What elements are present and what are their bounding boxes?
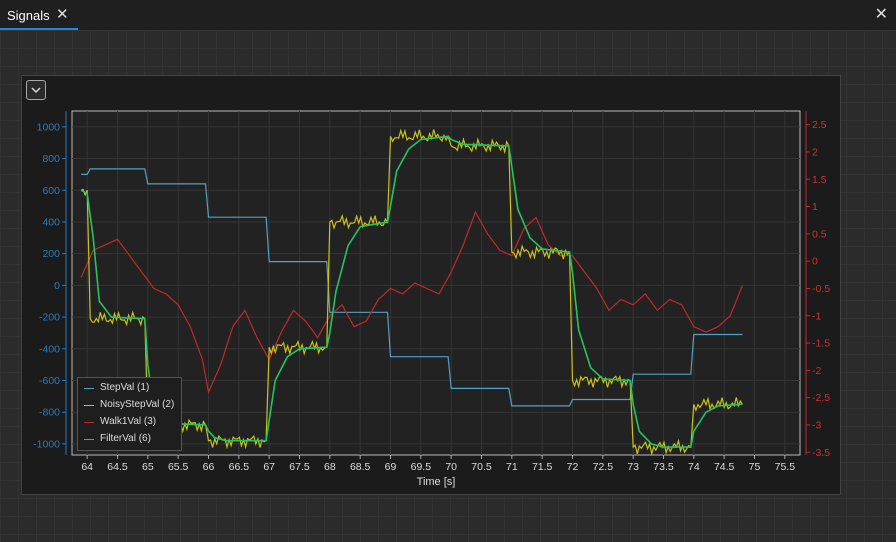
tab-label: Signals xyxy=(7,8,50,23)
x-tick-label: 71.5 xyxy=(532,461,553,473)
x-tick-label: 68.5 xyxy=(350,461,371,473)
legend-item-filter[interactable]: FilterVal (6) xyxy=(82,432,180,448)
x-tick-label: 69 xyxy=(385,461,397,473)
x-tick-label: 70 xyxy=(445,461,457,473)
tab-close-icon[interactable]: ✕ xyxy=(56,6,69,23)
x-tick-label: 64.5 xyxy=(107,461,128,473)
x-tick-label: 70.5 xyxy=(471,461,492,473)
x-tick-label: 75 xyxy=(749,461,761,473)
y-left-tick-label: -800 xyxy=(39,407,60,419)
x-tick-label: 66 xyxy=(203,461,215,473)
x-tick-label: 75.5 xyxy=(775,461,796,473)
y-right-tick-label: -1.5 xyxy=(812,338,830,350)
plot-area xyxy=(71,110,801,456)
legend-label: NoisyStepVal (2) xyxy=(100,399,175,410)
x-tick-label: 72 xyxy=(567,461,579,473)
legend-swatch xyxy=(84,405,94,406)
chevron-down-icon xyxy=(31,87,41,93)
legend-swatch xyxy=(84,422,94,423)
x-tick-label: 64 xyxy=(81,461,93,473)
chart-legend: StepVal (1) NoisyStepVal (2) Walk1Val (3… xyxy=(77,377,182,451)
legend-swatch xyxy=(84,439,94,440)
y-left-tick-label: -400 xyxy=(39,343,60,355)
x-tick-label: 68 xyxy=(324,461,336,473)
tab-bar: Signals ✕ ✕ xyxy=(0,0,896,30)
x-tick-label: 73.5 xyxy=(653,461,674,473)
y-right-tick-label: 2.5 xyxy=(812,119,827,131)
x-tick-label: 72.5 xyxy=(593,461,614,473)
x-axis-label: Time [s] xyxy=(417,476,456,488)
y-left-tick-label: 600 xyxy=(42,185,60,197)
x-tick-label: 67 xyxy=(263,461,275,473)
legend-swatch xyxy=(84,388,94,389)
y-left-tick-label: 800 xyxy=(42,153,60,165)
y-left-tick-label: -600 xyxy=(39,375,60,387)
y-right-tick-label: -1 xyxy=(812,310,821,322)
y-left-tick-label: 400 xyxy=(42,216,60,228)
y-right-tick-label: -2.5 xyxy=(812,392,830,404)
series-walk1val-line xyxy=(80,210,743,395)
y-right-tick-label: -3 xyxy=(812,419,821,431)
y-right-tick-label: 2 xyxy=(812,146,818,158)
series-stepval-line xyxy=(81,168,743,407)
y-left-tick-label: 1000 xyxy=(37,121,61,133)
close-window-icon[interactable]: ✕ xyxy=(874,6,888,23)
y-left-tick-label: -1000 xyxy=(33,438,60,450)
y-left-tick-label: 200 xyxy=(42,248,60,260)
collapse-button[interactable] xyxy=(26,80,46,100)
x-tick-label: 66.5 xyxy=(229,461,250,473)
x-tick-label: 73 xyxy=(627,461,639,473)
y-left-tick-label: 0 xyxy=(54,280,60,292)
legend-item-noisy[interactable]: NoisyStepVal (2) xyxy=(82,398,180,414)
x-tick-label: 65 xyxy=(142,461,154,473)
legend-item-step[interactable]: StepVal (1) xyxy=(82,381,180,397)
x-tick-label: 69.5 xyxy=(411,461,432,473)
x-tick-label: 71 xyxy=(506,461,518,473)
y-right-tick-label: -3.5 xyxy=(812,447,830,459)
x-tick-label: 74 xyxy=(688,461,700,473)
y-left-tick-label: -200 xyxy=(39,312,60,324)
x-tick-label: 74.5 xyxy=(714,461,735,473)
legend-item-walk[interactable]: Walk1Val (3) xyxy=(82,415,180,431)
legend-label: Walk1Val (3) xyxy=(100,416,157,427)
legend-label: StepVal (1) xyxy=(100,382,150,393)
legend-label: FilterVal (6) xyxy=(100,433,151,444)
y-right-tick-label: -2 xyxy=(812,365,821,377)
x-tick-label: 67.5 xyxy=(289,461,310,473)
tab-signals[interactable]: Signals ✕ xyxy=(0,0,78,30)
y-right-tick-label: 1.5 xyxy=(812,174,827,186)
y-right-tick-label: 1 xyxy=(812,201,818,213)
y-right-tick-label: -0.5 xyxy=(812,283,830,295)
y-right-tick-label: 0.5 xyxy=(812,228,827,240)
tab-active-indicator xyxy=(0,28,78,30)
x-tick-label: 65.5 xyxy=(168,461,189,473)
y-right-tick-label: 0 xyxy=(812,256,818,268)
series-noisystepval-line xyxy=(80,128,743,456)
